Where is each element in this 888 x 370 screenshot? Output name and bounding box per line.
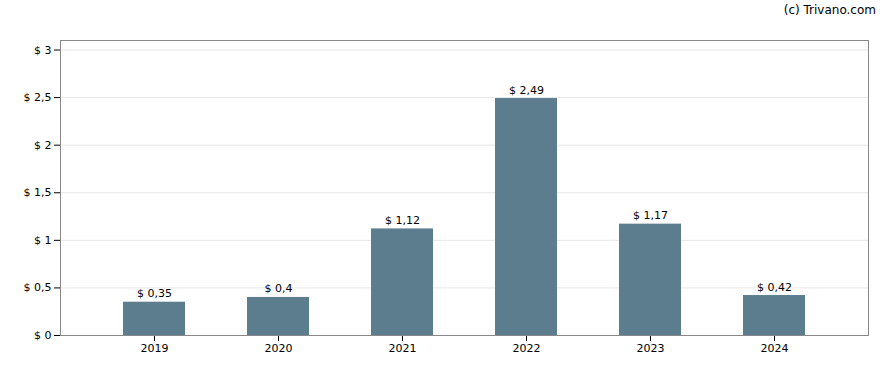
- svg-text:$ 0: $ 0: [34, 329, 52, 342]
- svg-text:2022: 2022: [513, 342, 541, 355]
- html-text:(c) Trivano.com: (c) Trivano.com: [783, 3, 876, 17]
- svg-text:2019: 2019: [141, 342, 169, 355]
- svg-text:$ 3: $ 3: [34, 44, 52, 57]
- svg-text:$ 1: $ 1: [34, 234, 52, 247]
- svg-text:$ 1,17: $ 1,17: [633, 209, 668, 222]
- svg-text:$ 1,5: $ 1,5: [24, 186, 52, 199]
- svg-text:2020: 2020: [265, 342, 293, 355]
- svg-text:2021: 2021: [389, 342, 417, 355]
- svg-text:$ 0,42: $ 0,42: [757, 281, 792, 294]
- svg-text:2023: 2023: [637, 342, 665, 355]
- svg-text:$ 2,5: $ 2,5: [24, 91, 52, 104]
- svg-text:$ 2,49: $ 2,49: [509, 84, 544, 97]
- svg-text:$ 0,35: $ 0,35: [137, 287, 172, 300]
- svg-text:2024: 2024: [761, 342, 789, 355]
- svg-text:$ 0,5: $ 0,5: [24, 281, 52, 294]
- svg-text:$ 0,4: $ 0,4: [265, 282, 293, 295]
- svg-text:$ 1,12: $ 1,12: [385, 214, 420, 227]
- svg-text:$ 2: $ 2: [34, 139, 52, 152]
